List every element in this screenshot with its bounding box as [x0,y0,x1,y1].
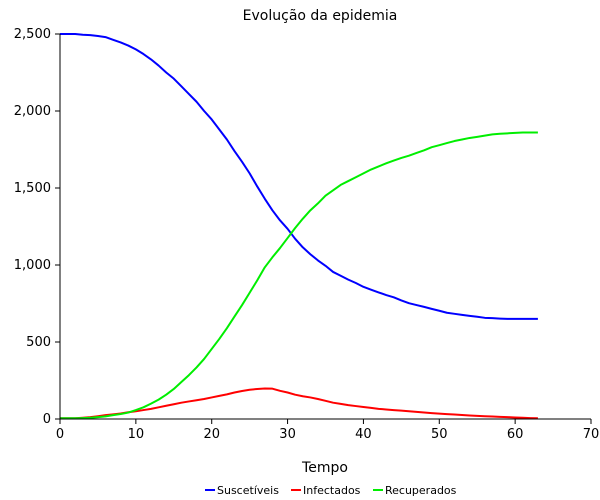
legend-label: Suscetíveis [217,484,279,497]
y-tick-label: 1,000 [14,258,51,273]
legend: Suscetíveis Infectados Recuperados [205,484,457,497]
legend-label: Infectados [303,484,361,497]
x-tick-label: 40 [355,427,372,442]
x-tick-label: 10 [128,427,145,442]
x-tick-label: 20 [203,427,220,442]
y-tick-label: 500 [26,335,51,350]
x-tick-label: 50 [431,427,448,442]
y-tick-label: 0 [43,412,51,427]
legend-item-recuperados: Recuperados [373,484,457,497]
x-tick-label: 0 [56,427,64,442]
x-tick-label: 60 [507,427,524,442]
plot-area [60,33,538,420]
x-tick-label: 30 [279,427,296,442]
series-line-suscetiveis [60,33,538,320]
y-tick-label: 1,500 [14,181,51,196]
x-axis-title: Tempo [301,460,348,476]
legend-label: Recuperados [385,484,457,497]
legend-item-infectados: Infectados [291,484,361,497]
legend-item-suscetiveis: Suscetíveis [205,484,279,497]
y-tick-label: 2,500 [14,27,51,42]
chart-title: Evolução da epidemia [243,8,398,24]
series-line-recuperados [60,131,538,420]
axes: 0 10 20 30 40 50 60 70 0 500 1,000 1,500 2,000 2,500 [14,27,599,442]
series-line-infectados [60,387,538,420]
y-tick-label: 2,000 [14,104,51,119]
x-tick-label: 70 [583,427,600,442]
